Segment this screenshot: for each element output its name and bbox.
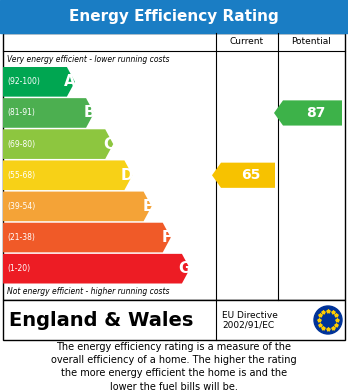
Polygon shape [3, 67, 75, 97]
Text: F: F [161, 230, 172, 245]
Text: D: D [121, 168, 133, 183]
Text: 2002/91/EC: 2002/91/EC [222, 321, 274, 330]
Text: (1-20): (1-20) [7, 264, 30, 273]
Polygon shape [3, 223, 171, 252]
Polygon shape [3, 192, 152, 221]
Text: (21-38): (21-38) [7, 233, 35, 242]
Circle shape [314, 306, 342, 334]
Text: Current: Current [230, 38, 264, 47]
Polygon shape [212, 163, 275, 188]
Polygon shape [3, 129, 113, 159]
Text: Energy Efficiency Rating: Energy Efficiency Rating [69, 9, 279, 24]
Text: (55-68): (55-68) [7, 171, 35, 180]
Text: (81-91): (81-91) [7, 108, 35, 117]
Text: C: C [103, 136, 114, 152]
Bar [3, 33, 345, 300]
Text: 87: 87 [306, 106, 325, 120]
Text: B: B [84, 106, 95, 120]
Text: A: A [64, 74, 76, 89]
Text: E: E [142, 199, 152, 214]
Text: Potential: Potential [292, 38, 331, 47]
Text: (92-100): (92-100) [7, 77, 40, 86]
Polygon shape [3, 98, 94, 128]
Text: 65: 65 [241, 168, 261, 182]
Text: The energy efficiency rating is a measure of the
overall efficiency of a home. T: The energy efficiency rating is a measur… [51, 342, 297, 391]
Text: EU Directive: EU Directive [222, 310, 278, 319]
Text: England & Wales: England & Wales [9, 310, 193, 330]
Bar [3, 300, 345, 340]
Polygon shape [3, 160, 132, 190]
Polygon shape [3, 254, 190, 283]
Bar [0, 0, 348, 33]
Text: (39-54): (39-54) [7, 202, 35, 211]
Text: G: G [179, 261, 191, 276]
Text: (69-80): (69-80) [7, 140, 35, 149]
Text: Not energy efficient - higher running costs: Not energy efficient - higher running co… [7, 287, 169, 296]
Polygon shape [274, 100, 342, 126]
Text: Very energy efficient - lower running costs: Very energy efficient - lower running co… [7, 56, 169, 65]
